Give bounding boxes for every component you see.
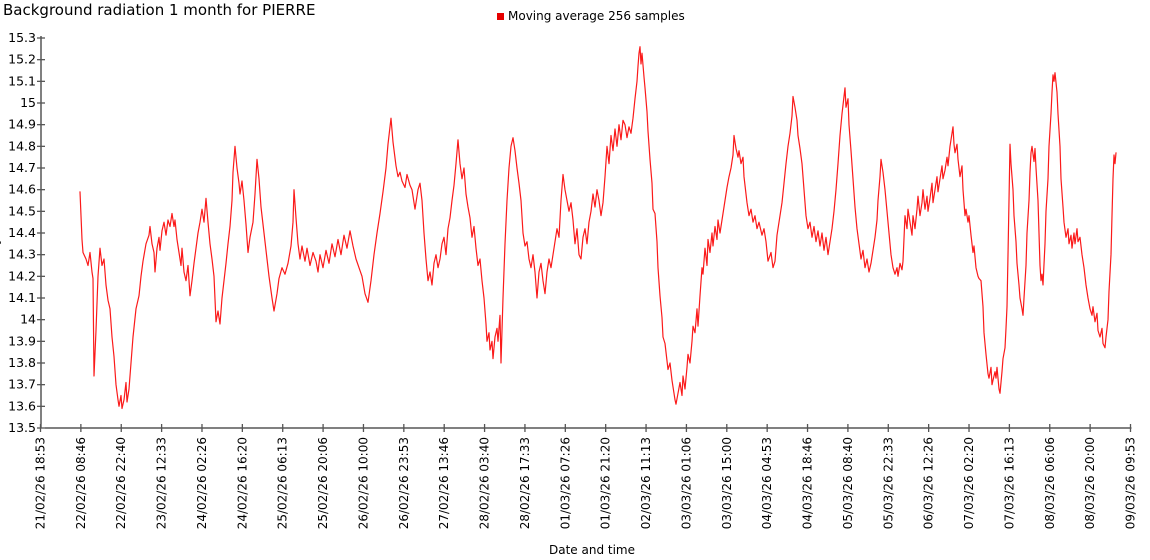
y-tick-label: 14 [20, 312, 36, 327]
x-tick-label: 24/02/26 16:20 [235, 437, 249, 529]
x-tick-label: 28/02/26 17:33 [518, 437, 532, 529]
x-tick-label: 06/03/26 12:26 [922, 437, 936, 529]
x-tick-label: 22/02/26 22:40 [114, 437, 128, 529]
x-tick-label: 24/02/26 02:26 [195, 437, 209, 529]
y-tick-label: 15.3 [8, 30, 36, 45]
x-tick-label: 05/03/26 22:33 [881, 437, 895, 529]
x-tick-label: 03/03/26 01:06 [679, 437, 693, 529]
y-tick-label: 14.8 [8, 138, 36, 153]
y-tick-label: 13.9 [8, 333, 36, 348]
y-tick-label: 14.3 [8, 247, 36, 262]
chart-title: Background radiation 1 month for PIERRE [3, 1, 316, 19]
x-tick-label: 26/02/26 10:00 [356, 437, 370, 529]
x-tick-label: 08/03/26 20:00 [1083, 437, 1097, 529]
x-tick-label: 27/02/26 13:46 [437, 437, 451, 529]
x-tick-label: 05/03/26 08:40 [841, 437, 855, 529]
y-tick-label: 15.2 [8, 52, 36, 67]
series-line [79, 46, 1117, 410]
x-tick-label: 01/03/26 21:20 [599, 437, 613, 529]
x-tick-label: 03/03/26 15:00 [720, 437, 734, 529]
x-tick-label: 09/03/26 09:53 [1124, 437, 1138, 529]
legend-marker-icon [497, 12, 504, 20]
y-tick-label: 13.7 [8, 377, 36, 392]
y-tick-label: 15.1 [8, 73, 36, 88]
x-tick-label: 28/02/26 03:40 [478, 437, 492, 529]
x-tick-label: 07/03/26 02:20 [962, 437, 976, 529]
x-tick-label: 08/03/26 06:06 [1043, 437, 1057, 529]
y-tick-label: 14.5 [8, 203, 36, 218]
legend-label: Moving average 256 samples [508, 9, 685, 23]
y-tick-label: 14.7 [8, 160, 36, 175]
x-tick-label: 25/02/26 06:13 [276, 437, 290, 529]
y-tick-label: 13.5 [8, 420, 36, 435]
x-tick-label: 22/02/26 08:46 [74, 437, 88, 529]
y-tick-label: 14.9 [8, 117, 36, 132]
x-tick-label: 01/03/26 07:26 [558, 437, 572, 529]
x-tick-label: 26/02/26 23:53 [397, 437, 411, 529]
x-tick-label: 07/03/26 16:13 [1002, 437, 1016, 529]
x-tick-label: 21/02/26 18:53 [34, 437, 48, 529]
x-tick-label: 23/02/26 12:33 [155, 437, 169, 529]
x-axis-title: Date and time [549, 543, 635, 557]
y-tick-label: 13.8 [8, 355, 36, 370]
y-tick-label: 14.1 [8, 290, 36, 305]
y-tick-label: 14.6 [8, 182, 36, 197]
x-tick-label: 02/03/26 11:13 [639, 437, 653, 529]
x-tick-label: 04/03/26 18:46 [801, 437, 815, 529]
legend: Moving average 256 samples [497, 9, 685, 23]
x-tick-label: 25/02/26 20:06 [316, 437, 330, 529]
x-tick-label: 04/03/26 04:53 [760, 437, 774, 529]
axes [40, 36, 1132, 429]
y-tick-label: 14.2 [8, 268, 36, 283]
y-tick-label: 14.4 [8, 225, 36, 240]
y-tick-label: 13.6 [8, 398, 36, 413]
y-tick-label: 15 [20, 95, 36, 110]
